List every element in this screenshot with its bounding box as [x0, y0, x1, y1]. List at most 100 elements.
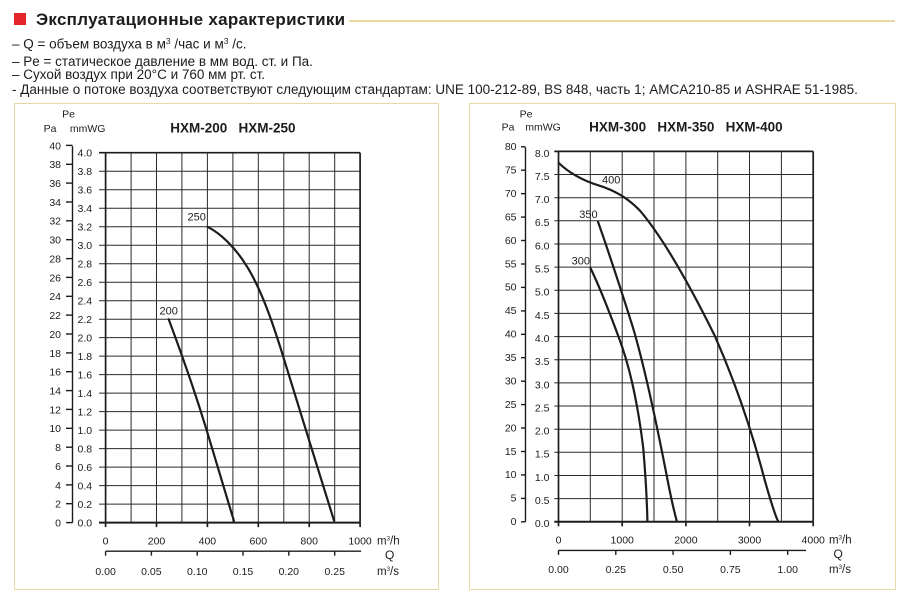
svg-text:16: 16	[49, 367, 61, 379]
svg-text:30: 30	[505, 376, 517, 388]
svg-text:m3/s: m3/s	[829, 564, 851, 576]
svg-text:1000: 1000	[348, 535, 372, 547]
svg-text:Pa: Pa	[44, 123, 57, 135]
svg-text:6.0: 6.0	[535, 240, 550, 252]
svg-text:Pa: Pa	[502, 122, 515, 134]
svg-text:3.4: 3.4	[77, 203, 92, 215]
svg-text:6.5: 6.5	[535, 217, 550, 229]
svg-text:45: 45	[505, 305, 517, 317]
svg-text:Pe: Pe	[62, 109, 75, 121]
svg-text:1.8: 1.8	[77, 351, 92, 363]
svg-text:1.0: 1.0	[77, 425, 92, 437]
svg-text:0: 0	[556, 535, 562, 547]
svg-text:18: 18	[49, 348, 61, 360]
svg-text:38: 38	[49, 159, 61, 171]
svg-text:0.25: 0.25	[324, 566, 345, 578]
svg-text:3.2: 3.2	[77, 222, 92, 234]
svg-text:1.00: 1.00	[777, 564, 798, 576]
svg-text:800: 800	[300, 535, 318, 547]
svg-text:0: 0	[103, 535, 109, 547]
svg-text:60: 60	[505, 235, 517, 247]
svg-text:28: 28	[49, 254, 61, 266]
svg-text:35: 35	[505, 352, 517, 364]
svg-text:10: 10	[49, 423, 61, 435]
svg-text:1000: 1000	[611, 535, 635, 547]
svg-text:12: 12	[49, 404, 61, 416]
svg-text:2.4: 2.4	[77, 296, 92, 308]
svg-text:5.0: 5.0	[535, 287, 550, 299]
svg-text:3.0: 3.0	[535, 379, 550, 391]
svg-text:0.2: 0.2	[77, 499, 92, 511]
svg-text:4: 4	[55, 480, 61, 492]
svg-text:3000: 3000	[738, 535, 762, 547]
svg-text:36: 36	[49, 178, 61, 190]
svg-text:0.10: 0.10	[187, 566, 208, 578]
svg-text:250: 250	[188, 212, 206, 224]
svg-text:mmWG: mmWG	[525, 122, 561, 134]
svg-text:0: 0	[511, 516, 517, 528]
svg-text:300: 300	[572, 255, 590, 267]
svg-text:2.0: 2.0	[535, 426, 550, 438]
svg-text:0.75: 0.75	[720, 564, 741, 576]
svg-text:55: 55	[505, 258, 517, 270]
svg-text:26: 26	[49, 272, 61, 284]
svg-text:Q: Q	[834, 547, 843, 561]
svg-text:0.0: 0.0	[77, 518, 92, 530]
svg-text:0.05: 0.05	[141, 566, 162, 578]
svg-text:20: 20	[49, 329, 61, 341]
svg-text:2.8: 2.8	[77, 259, 92, 271]
svg-text:400: 400	[602, 175, 620, 187]
svg-text:2.2: 2.2	[77, 314, 92, 326]
svg-text:4.0: 4.0	[535, 333, 550, 345]
svg-text:200: 200	[148, 535, 166, 547]
svg-text:5.5: 5.5	[535, 264, 550, 276]
svg-text:24: 24	[49, 291, 61, 303]
svg-text:22: 22	[49, 310, 61, 322]
svg-text:1.0: 1.0	[535, 472, 550, 484]
svg-text:25: 25	[505, 399, 517, 411]
svg-text:mmWG: mmWG	[70, 123, 106, 135]
svg-text:0.5: 0.5	[535, 495, 550, 507]
svg-text:15: 15	[505, 446, 517, 458]
svg-text:70: 70	[505, 188, 517, 200]
svg-text:1.5: 1.5	[535, 449, 550, 461]
svg-text:m3/h: m3/h	[829, 535, 852, 547]
svg-text:2: 2	[55, 499, 61, 511]
svg-text:5: 5	[511, 493, 517, 505]
svg-text:2.5: 2.5	[535, 402, 550, 414]
svg-text:1.2: 1.2	[77, 407, 92, 419]
svg-text:0.50: 0.50	[663, 564, 684, 576]
svg-text:m3/s: m3/s	[377, 566, 399, 578]
svg-text:600: 600	[250, 535, 268, 547]
svg-text:2000: 2000	[674, 535, 698, 547]
svg-text:0.0: 0.0	[535, 518, 550, 530]
svg-text:34: 34	[49, 197, 61, 209]
svg-text:8.0: 8.0	[535, 148, 550, 160]
svg-text:3.8: 3.8	[77, 166, 92, 178]
svg-text:Pe: Pe	[520, 109, 533, 121]
svg-text:7.5: 7.5	[535, 171, 550, 183]
svg-text:0.8: 0.8	[77, 444, 92, 456]
svg-text:3.6: 3.6	[77, 185, 92, 197]
svg-text:75: 75	[505, 165, 517, 177]
svg-text:2.6: 2.6	[77, 277, 92, 289]
svg-text:1.6: 1.6	[77, 370, 92, 382]
svg-text:0.00: 0.00	[548, 564, 569, 576]
svg-text:0.00: 0.00	[95, 566, 116, 578]
svg-text:4.0: 4.0	[77, 148, 92, 160]
svg-text:0.25: 0.25	[606, 564, 627, 576]
svg-text:14: 14	[49, 386, 61, 398]
svg-text:50: 50	[505, 282, 517, 294]
svg-text:0: 0	[55, 518, 61, 530]
svg-text:0.6: 0.6	[77, 462, 92, 474]
svg-text:350: 350	[579, 209, 597, 221]
svg-text:3.5: 3.5	[535, 356, 550, 368]
svg-text:400: 400	[199, 535, 217, 547]
svg-text:8: 8	[55, 442, 61, 454]
svg-text:80: 80	[505, 141, 517, 153]
svg-text:3.0: 3.0	[77, 240, 92, 252]
svg-text:1.4: 1.4	[77, 388, 92, 400]
svg-text:2.0: 2.0	[77, 333, 92, 345]
svg-text:32: 32	[49, 216, 61, 228]
svg-text:4.5: 4.5	[535, 310, 550, 322]
